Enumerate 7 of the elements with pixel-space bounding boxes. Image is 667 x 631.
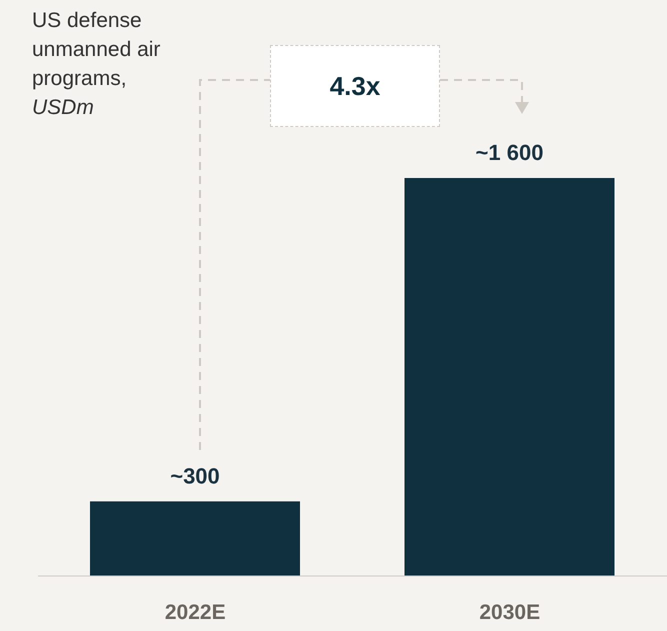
data-label: ~1 600: [476, 140, 544, 165]
chart-title: US defense unmanned air programs,: [32, 8, 162, 92]
x-tick-label: 2030E: [479, 600, 540, 624]
chart-subtitle: USDm: [32, 95, 95, 121]
x-tick-label: 2022E: [164, 600, 226, 624]
data-label: ~300: [170, 463, 220, 488]
text: 4.3x: [270, 45, 440, 127]
